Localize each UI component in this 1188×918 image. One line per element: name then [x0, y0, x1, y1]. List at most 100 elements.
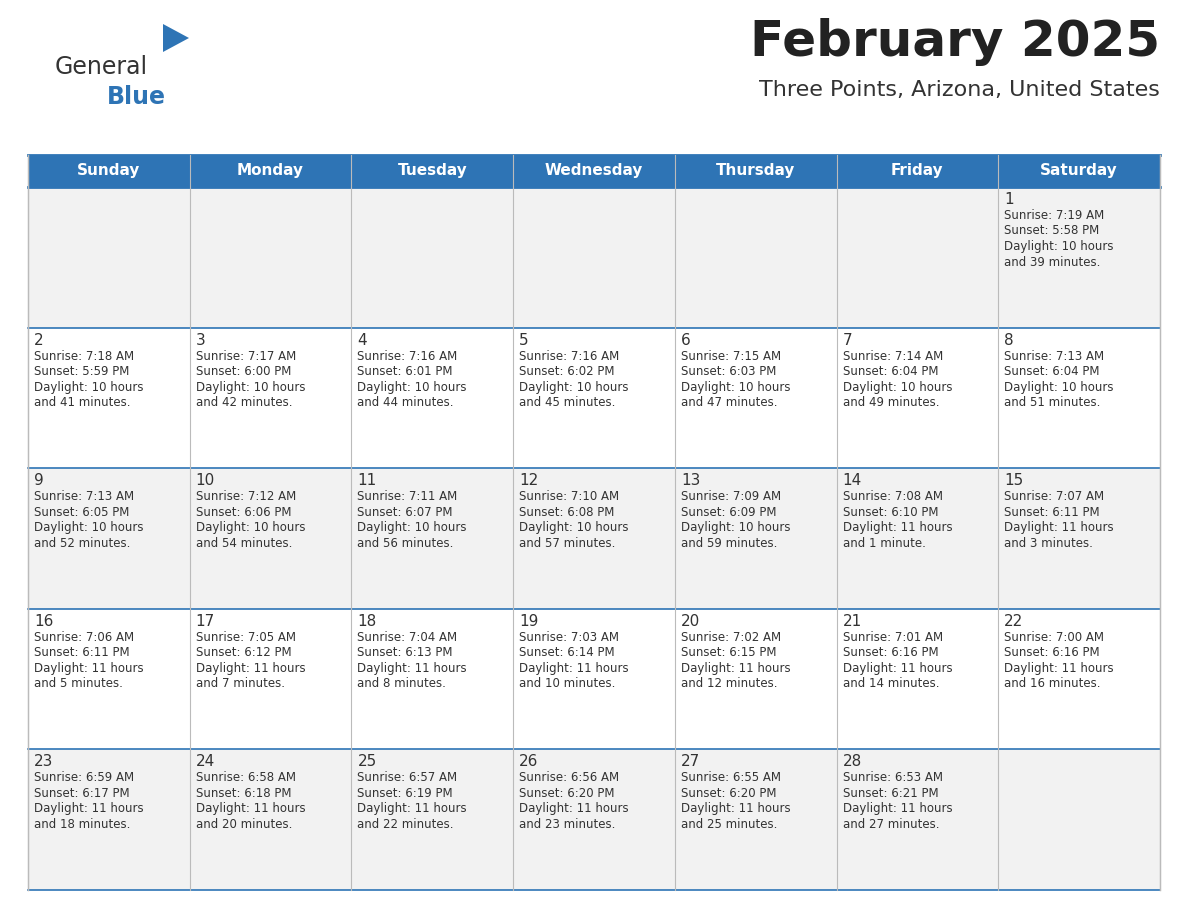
Text: Daylight: 11 hours: Daylight: 11 hours — [34, 662, 144, 675]
Text: Sunset: 6:11 PM: Sunset: 6:11 PM — [34, 646, 129, 659]
Text: and 16 minutes.: and 16 minutes. — [1004, 677, 1101, 690]
Text: Sunrise: 7:13 AM: Sunrise: 7:13 AM — [34, 490, 134, 503]
Text: and 44 minutes.: and 44 minutes. — [358, 396, 454, 409]
Text: Sunset: 6:16 PM: Sunset: 6:16 PM — [1004, 646, 1100, 659]
Text: 8: 8 — [1004, 332, 1013, 348]
Bar — [29, 749, 1159, 890]
Text: and 59 minutes.: and 59 minutes. — [681, 537, 777, 550]
Text: and 7 minutes.: and 7 minutes. — [196, 677, 285, 690]
Text: Daylight: 11 hours: Daylight: 11 hours — [842, 802, 953, 815]
Text: Sunrise: 7:03 AM: Sunrise: 7:03 AM — [519, 631, 619, 644]
Text: Saturday: Saturday — [1041, 163, 1118, 178]
Text: Daylight: 11 hours: Daylight: 11 hours — [358, 802, 467, 815]
Text: and 42 minutes.: and 42 minutes. — [196, 396, 292, 409]
Text: Friday: Friday — [891, 163, 943, 178]
Text: 3: 3 — [196, 332, 206, 348]
Text: Sunrise: 7:10 AM: Sunrise: 7:10 AM — [519, 490, 619, 503]
Text: and 27 minutes.: and 27 minutes. — [842, 818, 939, 831]
Text: 9: 9 — [34, 473, 44, 488]
Text: General: General — [55, 55, 148, 79]
Text: Sunset: 6:03 PM: Sunset: 6:03 PM — [681, 365, 776, 378]
Text: Sunset: 6:10 PM: Sunset: 6:10 PM — [842, 506, 939, 519]
Text: and 14 minutes.: and 14 minutes. — [842, 677, 939, 690]
Text: 15: 15 — [1004, 473, 1024, 488]
Text: Blue: Blue — [107, 85, 166, 109]
Text: Sunday: Sunday — [77, 163, 140, 178]
Text: and 57 minutes.: and 57 minutes. — [519, 537, 615, 550]
Text: and 51 minutes.: and 51 minutes. — [1004, 396, 1100, 409]
Text: Sunset: 6:08 PM: Sunset: 6:08 PM — [519, 506, 614, 519]
Text: Sunset: 6:20 PM: Sunset: 6:20 PM — [681, 787, 776, 800]
Text: 28: 28 — [842, 755, 861, 769]
Text: 4: 4 — [358, 332, 367, 348]
Text: Sunrise: 7:19 AM: Sunrise: 7:19 AM — [1004, 209, 1105, 222]
Text: Sunset: 5:59 PM: Sunset: 5:59 PM — [34, 365, 129, 378]
Text: Sunset: 6:15 PM: Sunset: 6:15 PM — [681, 646, 776, 659]
Text: Daylight: 11 hours: Daylight: 11 hours — [34, 802, 144, 815]
Text: 18: 18 — [358, 614, 377, 629]
Text: Daylight: 11 hours: Daylight: 11 hours — [358, 662, 467, 675]
Text: Three Points, Arizona, United States: Three Points, Arizona, United States — [759, 80, 1159, 100]
Text: Sunrise: 7:05 AM: Sunrise: 7:05 AM — [196, 631, 296, 644]
Text: Sunset: 6:12 PM: Sunset: 6:12 PM — [196, 646, 291, 659]
Text: and 39 minutes.: and 39 minutes. — [1004, 255, 1100, 268]
Text: Sunrise: 7:18 AM: Sunrise: 7:18 AM — [34, 350, 134, 363]
Text: Sunrise: 6:59 AM: Sunrise: 6:59 AM — [34, 771, 134, 784]
Text: Daylight: 10 hours: Daylight: 10 hours — [681, 381, 790, 394]
Text: and 10 minutes.: and 10 minutes. — [519, 677, 615, 690]
Text: 17: 17 — [196, 614, 215, 629]
Text: and 8 minutes.: and 8 minutes. — [358, 677, 447, 690]
Text: and 56 minutes.: and 56 minutes. — [358, 537, 454, 550]
Text: Sunrise: 7:04 AM: Sunrise: 7:04 AM — [358, 631, 457, 644]
Text: Wednesday: Wednesday — [545, 163, 643, 178]
Text: Sunrise: 7:00 AM: Sunrise: 7:00 AM — [1004, 631, 1105, 644]
Text: 11: 11 — [358, 473, 377, 488]
Text: Sunset: 6:07 PM: Sunset: 6:07 PM — [358, 506, 453, 519]
Text: Sunrise: 7:12 AM: Sunrise: 7:12 AM — [196, 490, 296, 503]
Text: 27: 27 — [681, 755, 700, 769]
Text: Sunrise: 7:09 AM: Sunrise: 7:09 AM — [681, 490, 781, 503]
Text: 16: 16 — [34, 614, 53, 629]
Text: and 22 minutes.: and 22 minutes. — [358, 818, 454, 831]
Text: 6: 6 — [681, 332, 690, 348]
Text: Sunrise: 7:15 AM: Sunrise: 7:15 AM — [681, 350, 781, 363]
Text: Sunset: 6:01 PM: Sunset: 6:01 PM — [358, 365, 453, 378]
Text: Daylight: 10 hours: Daylight: 10 hours — [842, 381, 952, 394]
Text: Sunset: 6:11 PM: Sunset: 6:11 PM — [1004, 506, 1100, 519]
Text: Sunset: 6:05 PM: Sunset: 6:05 PM — [34, 506, 129, 519]
Text: Daylight: 11 hours: Daylight: 11 hours — [842, 521, 953, 534]
Text: and 5 minutes.: and 5 minutes. — [34, 677, 122, 690]
Text: Daylight: 11 hours: Daylight: 11 hours — [842, 662, 953, 675]
Text: and 54 minutes.: and 54 minutes. — [196, 537, 292, 550]
Text: 12: 12 — [519, 473, 538, 488]
Text: Daylight: 11 hours: Daylight: 11 hours — [681, 662, 790, 675]
Text: 21: 21 — [842, 614, 861, 629]
Text: and 25 minutes.: and 25 minutes. — [681, 818, 777, 831]
Text: Daylight: 10 hours: Daylight: 10 hours — [519, 381, 628, 394]
Text: and 12 minutes.: and 12 minutes. — [681, 677, 777, 690]
Text: Daylight: 11 hours: Daylight: 11 hours — [1004, 662, 1114, 675]
Text: and 45 minutes.: and 45 minutes. — [519, 396, 615, 409]
Text: Daylight: 10 hours: Daylight: 10 hours — [34, 521, 144, 534]
Text: Daylight: 11 hours: Daylight: 11 hours — [519, 802, 628, 815]
Bar — [29, 609, 1159, 749]
Text: 14: 14 — [842, 473, 861, 488]
Text: and 47 minutes.: and 47 minutes. — [681, 396, 777, 409]
Text: and 1 minute.: and 1 minute. — [842, 537, 925, 550]
Text: Sunset: 6:19 PM: Sunset: 6:19 PM — [358, 787, 453, 800]
Text: Sunset: 6:21 PM: Sunset: 6:21 PM — [842, 787, 939, 800]
Text: Sunset: 6:00 PM: Sunset: 6:00 PM — [196, 365, 291, 378]
Text: Monday: Monday — [238, 163, 304, 178]
Text: 13: 13 — [681, 473, 700, 488]
Polygon shape — [163, 24, 189, 52]
Text: Sunset: 6:16 PM: Sunset: 6:16 PM — [842, 646, 939, 659]
Text: Sunset: 6:18 PM: Sunset: 6:18 PM — [196, 787, 291, 800]
Text: 20: 20 — [681, 614, 700, 629]
Text: Daylight: 10 hours: Daylight: 10 hours — [196, 381, 305, 394]
Text: Sunset: 6:17 PM: Sunset: 6:17 PM — [34, 787, 129, 800]
Text: 19: 19 — [519, 614, 538, 629]
Text: and 23 minutes.: and 23 minutes. — [519, 818, 615, 831]
Text: Daylight: 11 hours: Daylight: 11 hours — [1004, 521, 1114, 534]
Text: 2: 2 — [34, 332, 44, 348]
Text: Sunset: 6:14 PM: Sunset: 6:14 PM — [519, 646, 614, 659]
